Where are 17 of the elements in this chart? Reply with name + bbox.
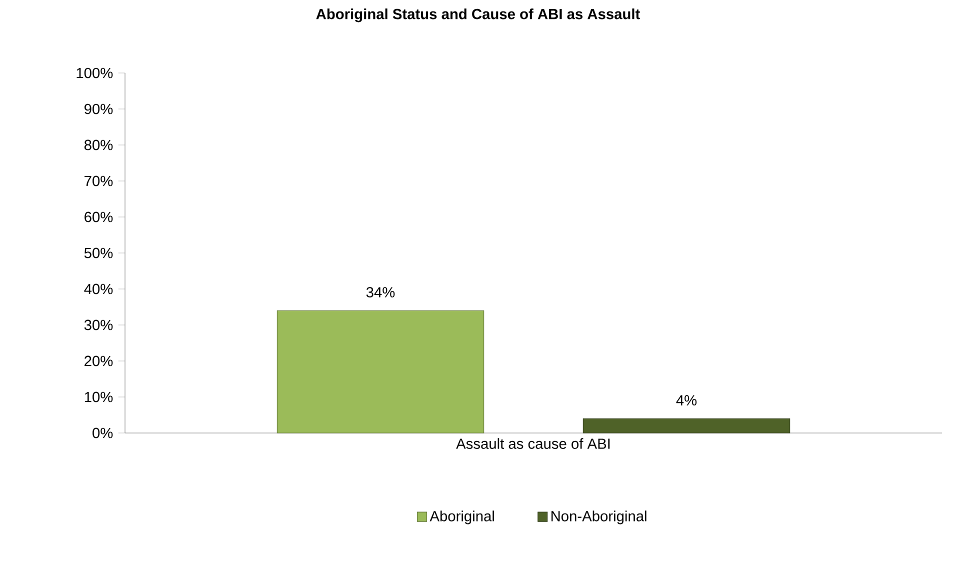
y-tick-label: 30%	[84, 320, 113, 330]
y-tick-label: 10%	[84, 392, 113, 402]
y-tick-label: 40%	[84, 284, 113, 294]
chart-title: Aboriginal Status and Cause of ABI as Assault	[316, 8, 640, 22]
y-tick-label: 0%	[92, 428, 113, 438]
y-tick-label: 80%	[84, 140, 113, 150]
legend-label: Non-Aboriginal	[552, 510, 646, 524]
legend-label: Aboriginal	[430, 510, 494, 524]
y-tick-label: 70%	[84, 176, 113, 186]
y-tick-label: 90%	[84, 104, 113, 114]
data-label: 4%	[676, 395, 697, 406]
y-tick-label: 60%	[84, 212, 113, 222]
y-tick-label: 50%	[84, 248, 113, 258]
y-tick-label: 20%	[84, 356, 113, 366]
x-tick-label: Assault as cause of ABI	[456, 438, 610, 449]
data-label: 34%	[366, 287, 395, 298]
y-tick-label: 100%	[76, 68, 113, 78]
